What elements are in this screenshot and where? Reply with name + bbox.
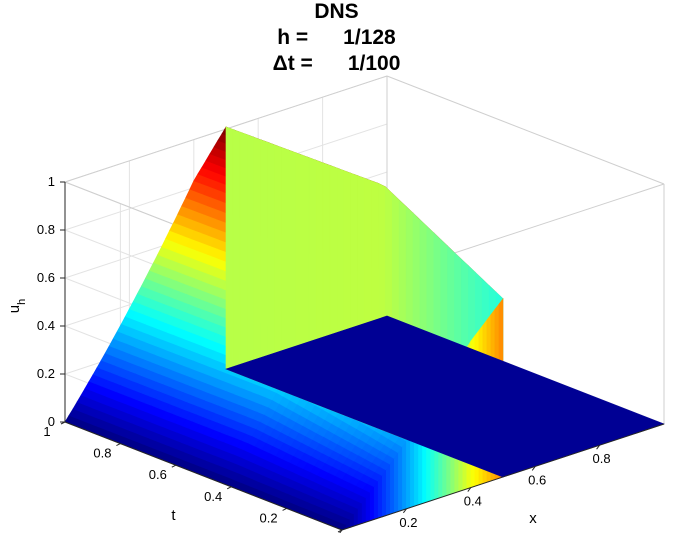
front-patch xyxy=(385,463,391,516)
x-tick-mark xyxy=(402,508,407,514)
front-patch xyxy=(365,491,371,523)
front-patch xyxy=(369,485,375,522)
t-tick-mark xyxy=(116,443,121,447)
chart-subtitle-h: h = 1/128 xyxy=(277,26,396,49)
front-patch xyxy=(406,434,411,510)
z-tick-label: 1 xyxy=(48,174,55,189)
x-tick-label: 0.4 xyxy=(464,494,482,509)
t-tick-mark xyxy=(337,529,343,533)
chart-subtitle-dt: Δt = 1/100 xyxy=(272,52,401,75)
t-axis-label: t xyxy=(171,507,176,524)
t-tick-label: 1 xyxy=(43,424,50,439)
z-axis-label: uh xyxy=(6,299,28,313)
x-axis-line xyxy=(341,423,665,531)
cliff-patch xyxy=(246,134,254,381)
t-tick-label: 0.2 xyxy=(260,510,278,525)
t-axis-line xyxy=(64,421,343,531)
t-tick-mark xyxy=(282,507,287,511)
x-tick-mark xyxy=(531,466,536,471)
x-tick-label: 0.8 xyxy=(593,451,611,466)
x-axis-label: x xyxy=(529,510,537,527)
z-tick-label: 0 xyxy=(48,414,55,429)
z-axis-label-subscript: h xyxy=(16,299,28,305)
surface xyxy=(64,126,665,531)
z-tick-label: 0.6 xyxy=(37,270,55,285)
cliff-patch xyxy=(239,131,248,378)
front-patch xyxy=(402,440,407,511)
t-tick-mark xyxy=(171,464,177,468)
chart-title: DNS xyxy=(314,0,359,23)
t-tick-label: 0.4 xyxy=(204,489,222,504)
z-tick-label: 0.2 xyxy=(37,366,55,381)
cliff-patch xyxy=(232,129,241,375)
x-tick-mark xyxy=(467,487,472,492)
z-tick-label: 0.4 xyxy=(37,318,55,333)
cliff-patch xyxy=(260,139,268,386)
front-patch xyxy=(398,446,403,512)
cliff-patch xyxy=(253,136,261,383)
z-tick-label: 0.8 xyxy=(37,222,55,237)
front-patch xyxy=(377,474,383,519)
front-patch xyxy=(389,457,395,515)
x-tick-label: 0.6 xyxy=(528,472,546,487)
cliff-patch xyxy=(225,126,234,373)
t-tick-label: 0.6 xyxy=(149,467,167,482)
front-patch xyxy=(393,451,399,514)
box-edge xyxy=(386,75,665,185)
axes: 00.20.40.60.800.20.40.60.8100.20.40.60.8… xyxy=(6,174,665,533)
cliff-patch xyxy=(267,141,275,389)
t-tick-mark xyxy=(226,486,232,490)
front-patch xyxy=(381,469,387,518)
x-tick-label: 0.2 xyxy=(399,515,417,530)
front-patch xyxy=(373,480,379,520)
t-tick-label: 0.8 xyxy=(93,446,111,461)
x-tick-mark xyxy=(596,444,600,450)
